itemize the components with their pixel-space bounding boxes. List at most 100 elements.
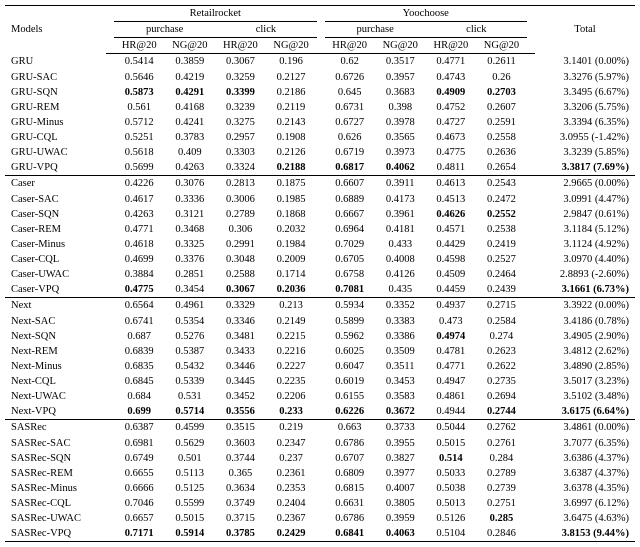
value-cell: 0.4618 [114,237,164,252]
value-cell: 0.2119 [266,100,317,115]
value-cell: 0.5251 [114,130,164,145]
value-cell: 0.5015 [426,436,476,451]
total-cell: 3.0991 (4.47%) [535,192,635,207]
value-cell: 0.6815 [325,481,375,496]
value-cell: 0.2036 [266,282,317,298]
value-cell: 0.3336 [164,192,215,207]
value-cell: 0.5646 [114,70,164,85]
table-row: Next-SAC0.67410.53540.33460.21490.58990.… [5,314,635,329]
value-cell: 0.3275 [215,115,265,130]
value-cell: 0.6705 [325,252,375,267]
value-cell: 0.3511 [375,359,426,374]
value-cell: 0.6726 [325,70,375,85]
value-cell: 0.6889 [325,192,375,207]
subset-click-1: click [215,22,316,38]
value-cell: 0.531 [164,389,215,404]
value-cell: 0.4771 [426,54,476,70]
metric-ng20: NG@20 [375,38,426,54]
value-cell: 0.2361 [266,466,317,481]
value-cell: 0.284 [476,451,527,466]
value-cell: 0.6727 [325,115,375,130]
value-cell: 0.4775 [114,282,164,298]
metric-hr20: HR@20 [426,38,476,54]
value-cell: 0.196 [266,54,317,70]
value-cell: 0.3783 [164,130,215,145]
total-cell: 3.7077 (6.35%) [535,436,635,451]
value-cell: 0.2957 [215,130,265,145]
value-cell: 0.3048 [215,252,265,267]
value-cell: 0.6667 [325,207,375,222]
total-cell: 3.4890 (2.85%) [535,359,635,374]
value-cell: 0.4613 [426,176,476,192]
total-cell: 2.9847 (0.61%) [535,207,635,222]
total-cell: 3.1661 (6.73%) [535,282,635,298]
value-cell: 0.2744 [476,404,527,420]
value-cell: 0.3376 [164,252,215,267]
table-row: SASRec-SQN0.67490.5010.37440.2370.67070.… [5,451,635,466]
table-row: Caser-SQN0.42630.31210.27890.18680.66670… [5,207,635,222]
model-name: Next-UWAC [5,389,106,404]
value-cell: 0.2762 [476,420,527,436]
table-row: SASRec-SAC0.69810.56290.36030.23470.6786… [5,436,635,451]
value-cell: 0.3515 [215,420,265,436]
value-cell: 0.2429 [266,526,317,542]
total-cell: 3.3394 (6.35%) [535,115,635,130]
model-name: Next-CQL [5,374,106,389]
value-cell: 0.5618 [114,145,164,160]
value-cell: 0.4063 [375,526,426,542]
value-cell: 0.5354 [164,314,215,329]
value-cell: 0.4263 [114,207,164,222]
value-cell: 0.5038 [426,481,476,496]
value-cell: 0.5914 [164,526,215,542]
value-cell: 0.6731 [325,100,375,115]
value-cell: 0.501 [164,451,215,466]
value-cell: 0.3481 [215,329,265,344]
value-cell: 0.5873 [114,85,164,100]
value-cell: 0.6835 [114,359,164,374]
value-cell: 0.285 [476,511,527,526]
value-cell: 0.1984 [266,237,317,252]
value-cell: 0.7046 [114,496,164,511]
value-cell: 0.4513 [426,192,476,207]
value-cell: 0.3957 [375,70,426,85]
total-cell: 3.4861 (0.00%) [535,420,635,436]
total-cell: 3.1184 (5.12%) [535,222,635,237]
value-cell: 0.1985 [266,192,317,207]
table-row: SASRec-CQL0.70460.55990.37490.24040.6631… [5,496,635,511]
value-cell: 0.3383 [375,314,426,329]
metric-ng20: NG@20 [164,38,215,54]
total-cell: 3.6387 (4.37%) [535,466,635,481]
value-cell: 0.2789 [476,466,527,481]
value-cell: 0.5044 [426,420,476,436]
value-cell: 0.2703 [476,85,527,100]
value-cell: 0.2623 [476,344,527,359]
model-name: SASRec-REM [5,466,106,481]
table-row: Next0.65640.49610.33290.2130.59340.33520… [5,298,635,314]
table-row: SASRec-REM0.66550.51130.3650.23610.68090… [5,466,635,481]
value-cell: 0.233 [266,404,317,420]
value-cell: 0.5033 [426,466,476,481]
model-name: GRU-SQN [5,85,106,100]
total-cell: 3.6175 (6.64%) [535,404,635,420]
value-cell: 0.3454 [164,282,215,298]
value-cell: 0.6841 [325,526,375,542]
table-row: Next-REM0.68390.53870.34330.22160.60250.… [5,344,635,359]
total-cell: 2.9665 (0.00%) [535,176,635,192]
value-cell: 0.62 [325,54,375,70]
value-cell: 0.6657 [114,511,164,526]
total-cell: 3.0970 (4.40%) [535,252,635,267]
value-cell: 0.3955 [375,436,426,451]
table-row: GRU-REM0.5610.41680.32390.21190.67310.39… [5,100,635,115]
model-name: SASRec-CQL [5,496,106,511]
value-cell: 0.5104 [426,526,476,542]
value-cell: 0.6564 [114,298,164,314]
value-cell: 0.5432 [164,359,215,374]
value-cell: 0.6741 [114,314,164,329]
table-row: GRU0.54140.38590.30670.1960.620.35170.47… [5,54,635,70]
value-cell: 0.6226 [325,404,375,420]
value-cell: 0.6155 [325,389,375,404]
value-cell: 0.3399 [215,85,265,100]
table-row: SASRec-VPQ0.71710.59140.37850.24290.6841… [5,526,635,542]
value-cell: 0.2464 [476,267,527,282]
total-cell: 2.8893 (-2.60%) [535,267,635,282]
